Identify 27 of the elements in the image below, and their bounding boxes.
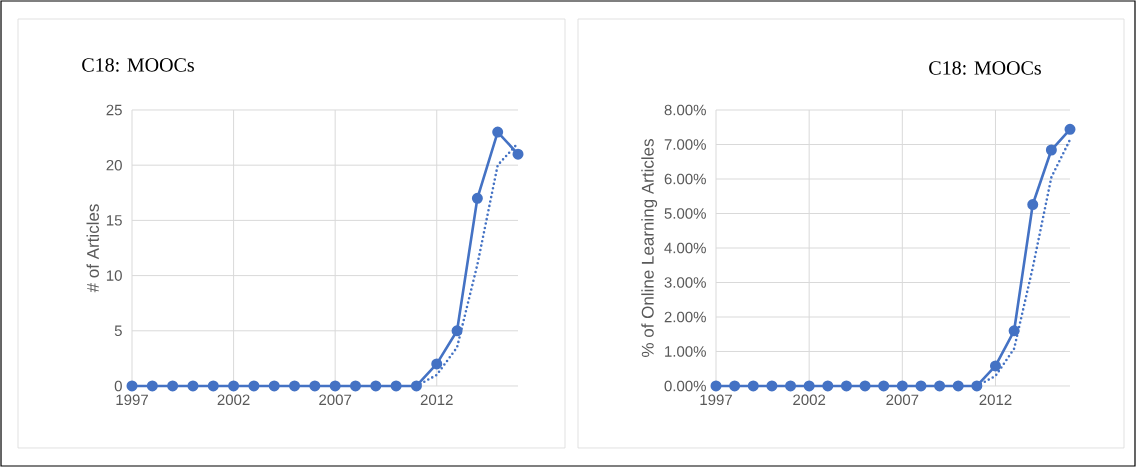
y-axis-title: # of Articles [86, 204, 99, 293]
x-tick-label: 2007 [886, 394, 919, 406]
x-tick-label: 2012 [979, 394, 1012, 406]
y-tick-label: 25 [106, 104, 122, 116]
y-tick-label: 20 [106, 159, 122, 171]
y-tick-label: 3.00% [664, 277, 706, 288]
x-tick-label: 1997 [116, 394, 148, 406]
x-tick-label: 2002 [217, 394, 250, 406]
x-tick-label: 1997 [700, 394, 732, 406]
x-tick-label: 2007 [319, 394, 352, 406]
y-axis-title: % of Online Learning Articles [641, 139, 658, 357]
y-tick-label: 4.00% [664, 242, 706, 254]
y-tick-label: 6.00% [664, 173, 706, 185]
y-tick-label: 5.00% [664, 208, 706, 219]
y-tick-label: 5 [114, 325, 122, 337]
chart-title: C18: MOOCs [929, 61, 1041, 75]
y-tick-label: 0.00% [664, 380, 706, 392]
chart-title: C18: MOOCs [82, 58, 194, 72]
y-tick-label: 2.00% [664, 311, 706, 323]
y-tick-label: 0 [114, 380, 122, 392]
y-tick-label: 10 [106, 270, 122, 281]
x-tick-label: 2012 [420, 394, 453, 406]
y-tick-label: 8.00% [664, 104, 706, 116]
y-tick-label: 7.00% [664, 139, 706, 150]
y-tick-label: 1.00% [665, 346, 706, 357]
x-tick-label: 2002 [793, 394, 826, 406]
y-tick-label: 15 [106, 215, 122, 226]
